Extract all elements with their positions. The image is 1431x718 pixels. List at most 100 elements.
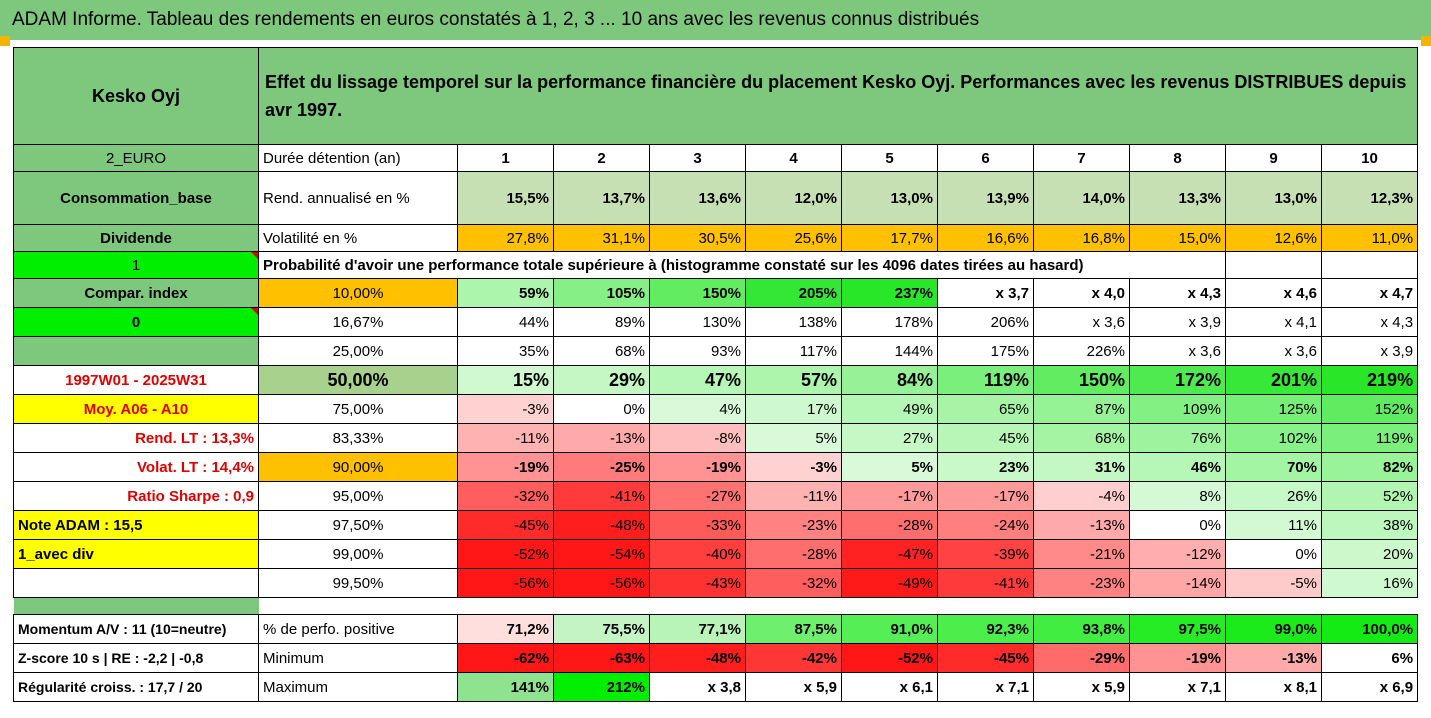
spacer-cell	[259, 598, 1418, 615]
company-name: Kesko Oyj	[13, 47, 259, 145]
summary-cell: x 3,8	[649, 672, 746, 702]
quantile-cell: 29%	[553, 365, 650, 395]
quantile-cell: 175%	[937, 336, 1034, 366]
quantile-cell: -3%	[745, 452, 842, 482]
quantile-cell: -32%	[745, 568, 842, 598]
summary-cell: x 5,9	[1033, 672, 1130, 702]
year-header-3: 3	[649, 144, 746, 172]
quantile-cell: 20%	[1320, 539, 1419, 569]
quantile-cell: -5%	[1225, 568, 1322, 598]
quantile-label: 16,67%	[258, 307, 458, 337]
quantile-row: Moy. A06 - A10 75,00% -3% 0% 4% 17% 49% 65% 87%…	[13, 394, 1419, 424]
summary-cell: -13%	[1225, 643, 1322, 673]
adam-score: Note ADAM : 15,5	[13, 510, 259, 540]
volatility-cell: 25,6%	[745, 224, 842, 252]
quantile-cell: 117%	[745, 336, 842, 366]
summary-cell: x 6,1	[841, 672, 938, 702]
quantile-cell: 201%	[1225, 365, 1322, 395]
corner-marker-left	[0, 36, 10, 46]
summary-cell: -52%	[841, 643, 938, 673]
summary-cell: 71,2%	[457, 614, 554, 644]
quantile-cell: 226%	[1033, 336, 1130, 366]
quantile-cell: -21%	[1033, 539, 1130, 569]
quantile-cell: -32%	[457, 481, 554, 511]
quantile-cell: -41%	[937, 568, 1034, 598]
quantile-cell: -43%	[649, 568, 746, 598]
volatility-label: Volatilité en %	[258, 224, 458, 252]
quantile-cell: 130%	[649, 307, 746, 337]
quantile-cell: -12%	[1129, 539, 1226, 569]
quantile-cell: 8%	[1129, 481, 1226, 511]
quantile-label: 99,50%	[258, 568, 458, 598]
quantile-row: 1997W01 - 2025W31 50,00% 15% 29% 47% 57% 84% 1…	[13, 365, 1419, 395]
annualized-return-cell: 14,0%	[1033, 171, 1130, 225]
year-header-8: 8	[1129, 144, 1226, 172]
quantile-cell: 237%	[841, 278, 938, 308]
category-label: Dividende	[13, 224, 259, 252]
quantile-cell: 206%	[937, 307, 1034, 337]
summary-cell: -63%	[553, 643, 650, 673]
quantile-cell: 87%	[1033, 394, 1130, 424]
quantile-row: 25,00% 35% 68% 93% 117% 144% 175% 226% x 3,6 x 3,…	[13, 336, 1419, 366]
duration-label: Durée détention (an)	[258, 144, 458, 172]
quantile-cell: x 4,3	[1320, 307, 1419, 337]
quantile-cell: x 4,6	[1225, 278, 1322, 308]
years-row: 2_EURO Durée détention (an) 1 2 3 4 5 6 7 8 9 10	[13, 144, 1419, 172]
quantile-cell: 109%	[1129, 394, 1226, 424]
volatility-row: Dividende Volatilité en % 27,8% 31,1% 30,5…	[13, 224, 1419, 252]
empty-cell	[1225, 251, 1322, 279]
period-label: 1997W01 - 2025W31	[13, 365, 259, 395]
report-title: ADAM Informe. Tableau des rendements en …	[0, 0, 1431, 40]
momentum-label: Momentum A/V : 11 (10=neutre)	[13, 614, 259, 644]
summary-cell: 92,3%	[937, 614, 1034, 644]
quantile-cell: 4%	[649, 394, 746, 424]
summary-label: % de perfo. positive	[258, 614, 458, 644]
summary-cell: -42%	[745, 643, 842, 673]
quantile-cell: -14%	[1129, 568, 1226, 598]
corner-marker-right	[1421, 36, 1431, 46]
quantile-cell: -56%	[457, 568, 554, 598]
quantile-cell: -45%	[457, 510, 554, 540]
with-dividend-label: 1_avec div	[13, 539, 259, 569]
summary-cell: 87,5%	[745, 614, 842, 644]
summary-cell: -62%	[457, 643, 554, 673]
empty-left-cell	[13, 336, 259, 366]
quantile-cell: 46%	[1129, 452, 1226, 482]
quantile-cell: 31%	[1033, 452, 1130, 482]
quantile-cell: 152%	[1320, 394, 1419, 424]
quantile-cell: x 3,6	[1225, 336, 1322, 366]
quantile-cell: -13%	[1033, 510, 1130, 540]
quantile-cell: 144%	[841, 336, 938, 366]
summary-cell: 99,0%	[1225, 614, 1322, 644]
quantile-cell: 5%	[841, 452, 938, 482]
quantile-cell: -28%	[841, 510, 938, 540]
summary-label: Maximum	[258, 672, 458, 702]
quantile-label: 50,00%	[258, 365, 458, 395]
summary-row: Momentum A/V : 11 (10=neutre) % de perfo…	[13, 614, 1419, 644]
volatility-cell: 11,0%	[1320, 224, 1419, 252]
moy-label: Moy. A06 - A10	[13, 394, 259, 424]
quantile-cell: -56%	[553, 568, 650, 598]
annualized-return-cell: 13,0%	[1225, 171, 1322, 225]
quantile-cell: x 4,1	[1225, 307, 1322, 337]
quantile-cell: 219%	[1320, 365, 1419, 395]
probability-caption: Probabilité d'avoir une performance tota…	[258, 251, 1226, 279]
volatility-cell: 15,0%	[1129, 224, 1226, 252]
summary-cell: 91,0%	[841, 614, 938, 644]
annualized-return-cell: 12,0%	[745, 171, 842, 225]
quantile-cell: x 4,0	[1033, 278, 1130, 308]
quantile-cell: -54%	[553, 539, 650, 569]
volatility-cell: 30,5%	[649, 224, 746, 252]
summary-cell: 6%	[1320, 643, 1419, 673]
currency-label: 2_EURO	[13, 144, 259, 172]
annualized-return-cell: 13,3%	[1129, 171, 1226, 225]
quantile-cell: 44%	[457, 307, 554, 337]
quantile-cell: 119%	[1320, 423, 1419, 453]
quantile-cell: x 3,6	[1033, 307, 1130, 337]
quantile-cell: -23%	[745, 510, 842, 540]
quantile-label: 10,00%	[258, 278, 458, 308]
quantile-cell: -23%	[1033, 568, 1130, 598]
quantile-cell: 27%	[841, 423, 938, 453]
year-header-5: 5	[841, 144, 938, 172]
summary-cell: -19%	[1129, 643, 1226, 673]
